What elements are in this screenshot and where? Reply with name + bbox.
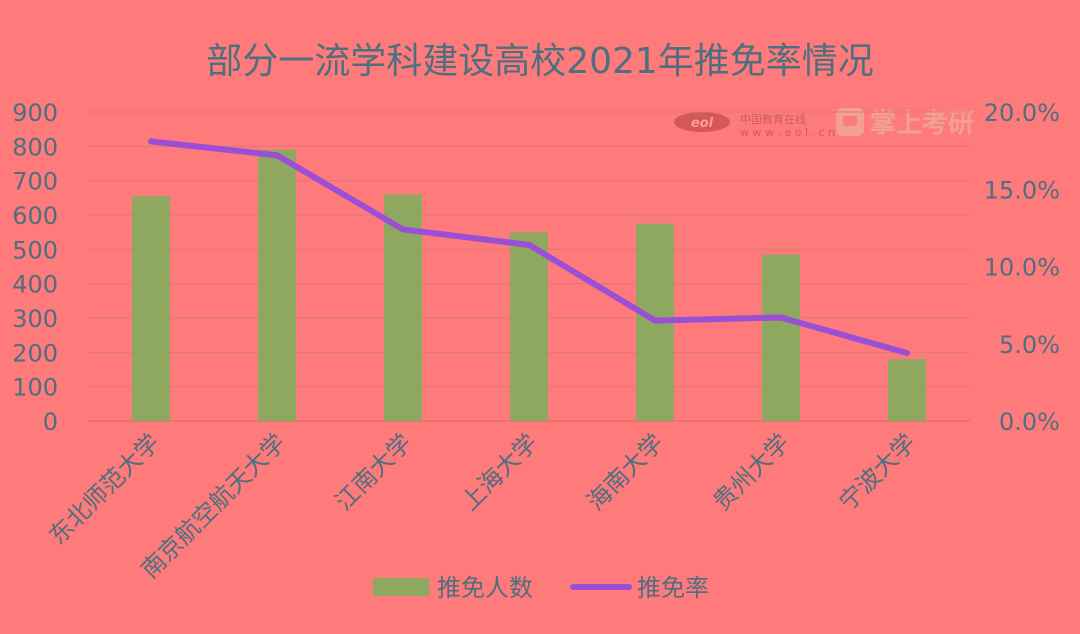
x-category-label: 贵州大学 [708, 428, 796, 516]
x-category-label: 海南大学 [582, 428, 670, 516]
y-right-tick-label: 20.0% [984, 99, 1060, 127]
x-category-label: 江南大学 [330, 428, 418, 516]
bar-series [132, 149, 926, 421]
y-axis-right: 0.0% 5.0% 10.0% 15.0% 20.0% [984, 99, 1060, 436]
x-category-label: 宁波大学 [834, 428, 922, 516]
x-category-label: 东北师范大学 [44, 428, 166, 550]
y-axis-left: 0 100 200 300 400 500 600 700 800 900 [12, 99, 58, 436]
eol-logo-text: eol [691, 116, 714, 131]
line-point [654, 319, 656, 322]
chart-title: 部分一流学科建设高校2021年推免率情况 [206, 41, 874, 82]
gridlines [88, 111, 970, 422]
y-right-tick-label: 10.0% [984, 254, 1060, 282]
line-point [528, 243, 530, 246]
y-right-tick-label: 15.0% [984, 176, 1060, 204]
legend-bar-swatch [373, 578, 429, 596]
bar [258, 149, 296, 421]
y-left-tick-label: 600 [12, 202, 58, 230]
legend-bar-label: 推免人数 [437, 574, 533, 602]
line-point [906, 352, 908, 355]
y-right-tick-label: 5.0% [999, 331, 1060, 359]
line-point [402, 228, 404, 231]
y-left-tick-label: 300 [12, 305, 58, 333]
legend-line-label: 推免率 [637, 574, 709, 602]
line-point [780, 316, 782, 319]
eol-logo-icon [674, 112, 730, 132]
y-left-tick-label: 200 [12, 339, 58, 367]
line-point [276, 154, 278, 157]
y-left-tick-label: 100 [12, 374, 58, 402]
line-series [148, 138, 910, 357]
chat-bubble-icon-inner [843, 116, 857, 126]
y-left-tick-label: 800 [12, 133, 58, 161]
y-left-tick-label: 400 [12, 271, 58, 299]
y-left-tick-label: 900 [12, 99, 58, 127]
watermark-url-text: w w w . e o l . c n [740, 126, 835, 139]
watermark: eol 中国教育在线 w w w . e o l . c n 掌上考研 [674, 108, 974, 139]
line-point [150, 140, 152, 143]
watermark-cn-text: 中国教育在线 [740, 112, 806, 126]
watermark-brand-text: 掌上考研 [870, 109, 974, 139]
y-right-tick-label: 0.0% [999, 408, 1060, 436]
y-left-tick-label: 700 [12, 168, 58, 196]
bar [132, 196, 170, 421]
bar [510, 232, 548, 421]
bar [888, 359, 926, 421]
y-left-tick-label: 500 [12, 236, 58, 264]
y-left-tick-label: 0 [43, 408, 58, 436]
bar [762, 254, 800, 421]
x-category-label: 上海大学 [456, 428, 544, 516]
legend: 推免人数 推免率 [373, 574, 709, 602]
